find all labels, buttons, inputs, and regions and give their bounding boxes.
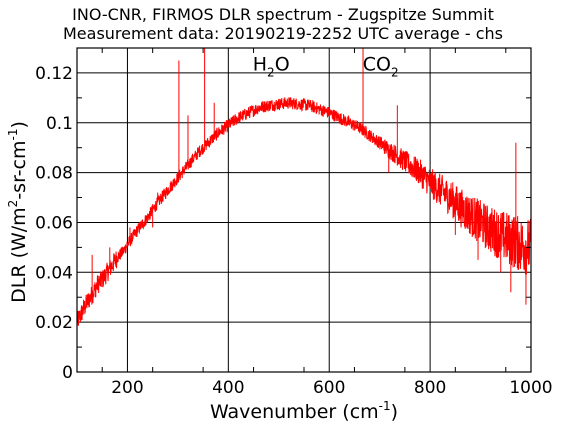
y-axis-label-p1: DLR (W/m (8, 207, 30, 303)
y-axis-label: DLR (W/m2-sr-cm-1) (6, 121, 30, 303)
annotation-h2o: H2O (253, 53, 290, 79)
annotation-tail: O (275, 53, 290, 75)
chart-subtitle: Measurement data: 20190219-2252 UTC aver… (63, 24, 503, 43)
y-tick-label: 0.04 (35, 263, 73, 283)
x-tick-label: 400 (212, 378, 244, 398)
x-tick-label: 800 (414, 378, 446, 398)
annotation-base: H (253, 53, 267, 75)
y-axis-label-exp2: -1 (6, 129, 20, 141)
y-tick-label: 0 (62, 363, 73, 383)
y-axis-label-close: ) (8, 121, 30, 128)
y-tick-label: 0.08 (35, 164, 73, 184)
annotation-subscript: 2 (391, 65, 399, 79)
annotations: H2O CO2 (253, 53, 399, 79)
x-tick-label: 1000 (509, 378, 552, 398)
y-tick-label: 0.06 (35, 213, 73, 233)
x-axis-label-exp: -1 (379, 399, 391, 413)
x-axis-label-base: Wavenumber (cm (210, 401, 379, 423)
x-axis-label-close: ) (391, 401, 398, 423)
series-line (76, 97, 532, 326)
x-tick-label: 600 (313, 378, 345, 398)
annotation-base: CO (363, 53, 391, 75)
series (76, 48, 532, 326)
annotation-co2: CO2 (363, 53, 399, 79)
x-axis-label: Wavenumber (cm-1) (210, 399, 398, 423)
y-tick-label: 0.1 (46, 114, 73, 134)
y-tick-label: 0.12 (35, 64, 73, 84)
y-tick-label: 0.02 (35, 313, 73, 333)
y-axis-label-exp1: 2 (6, 200, 20, 208)
chart-title: INO-CNR, FIRMOS DLR spectrum - Zugspitze… (72, 5, 494, 24)
x-tick-label: 200 (111, 378, 143, 398)
annotation-subscript: 2 (267, 65, 275, 79)
y-axis-label-p2: -sr-cm (8, 141, 30, 200)
ticks: 200 400 600 800 1000 0 0.02 0.04 0.06 0.08 0.1 0.12 (35, 48, 553, 398)
